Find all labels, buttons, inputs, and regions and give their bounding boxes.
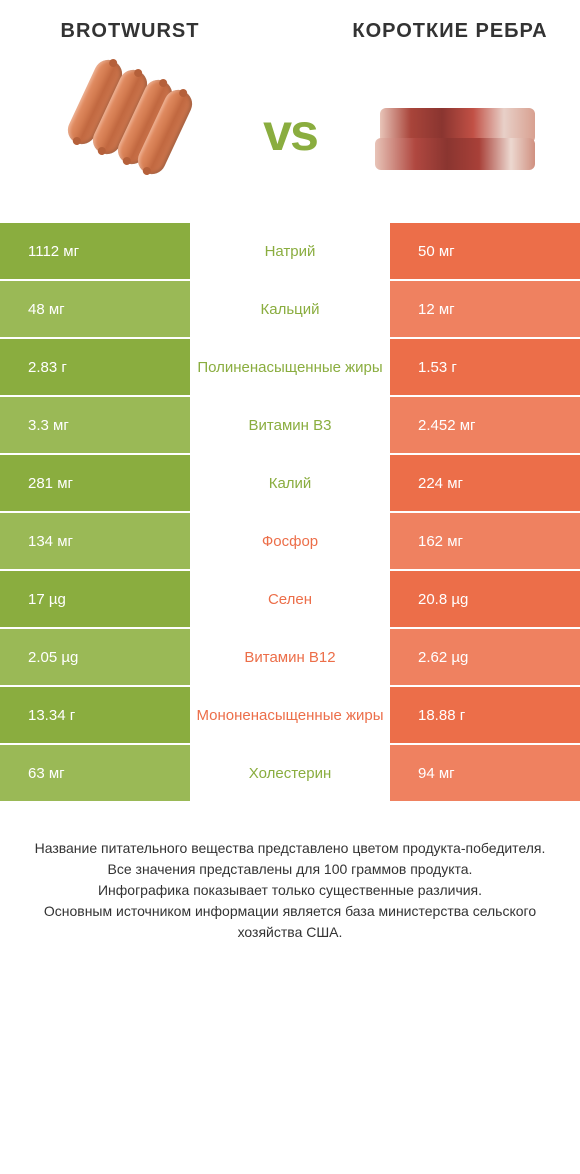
cell-right: 94 мг [390,745,580,801]
title-left: BROTWURST [30,20,230,43]
cell-center: Кальций [190,281,390,337]
cell-left: 3.3 мг [0,397,190,453]
table-row: 134 мгФосфор162 мг [0,513,580,571]
comparison-table: 1112 мгНатрий50 мг48 мгКальций12 мг2.83 … [0,223,580,803]
ribs-icon [375,83,545,183]
cell-center: Фосфор [190,513,390,569]
food-image-left [30,73,210,193]
cell-left: 1112 мг [0,223,190,279]
cell-left: 13.34 г [0,687,190,743]
cell-center: Селен [190,571,390,627]
cell-center: Витамин B12 [190,629,390,685]
table-row: 48 мгКальций12 мг [0,281,580,339]
footer-text: Название питательного вещества представл… [0,803,580,963]
cell-left: 2.05 µg [0,629,190,685]
table-row: 2.83 гПолиненасыщенные жиры1.53 г [0,339,580,397]
table-row: 3.3 мгВитамин B32.452 мг [0,397,580,455]
cell-right: 12 мг [390,281,580,337]
title-right: КОРОТКИЕ РЕБРА [350,20,550,43]
table-row: 17 µgСелен20.8 µg [0,571,580,629]
cell-left: 281 мг [0,455,190,511]
table-row: 13.34 гМононенасыщенные жиры18.88 г [0,687,580,745]
cell-right: 2.452 мг [390,397,580,453]
cell-right: 50 мг [390,223,580,279]
sausages-icon [45,78,195,188]
food-image-right [370,73,550,193]
cell-center: Витамин B3 [190,397,390,453]
cell-right: 162 мг [390,513,580,569]
cell-left: 17 µg [0,571,190,627]
cell-center: Мононенасыщенные жиры [190,687,390,743]
cell-right: 2.62 µg [390,629,580,685]
cell-left: 2.83 г [0,339,190,395]
cell-left: 134 мг [0,513,190,569]
cell-center: Полиненасыщенные жиры [190,339,390,395]
table-row: 281 мгКалий224 мг [0,455,580,513]
cell-right: 18.88 г [390,687,580,743]
cell-center: Холестерин [190,745,390,801]
cell-center: Натрий [190,223,390,279]
cell-center: Калий [190,455,390,511]
cell-right: 20.8 µg [390,571,580,627]
cell-right: 224 мг [390,455,580,511]
vs-text: vs [263,103,317,163]
cell-left: 48 мг [0,281,190,337]
cell-right: 1.53 г [390,339,580,395]
images-row: vs [0,53,580,223]
table-row: 2.05 µgВитамин B122.62 µg [0,629,580,687]
table-row: 63 мгХолестерин94 мг [0,745,580,803]
table-row: 1112 мгНатрий50 мг [0,223,580,281]
cell-left: 63 мг [0,745,190,801]
